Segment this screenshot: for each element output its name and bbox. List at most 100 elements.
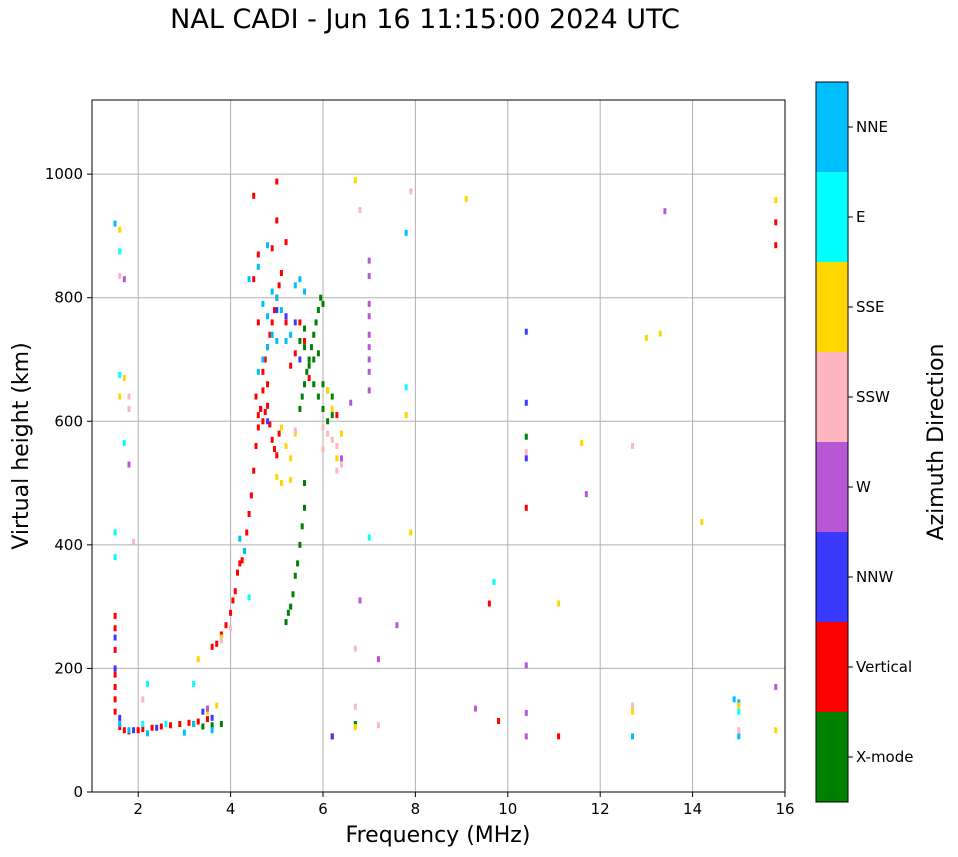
data-point (303, 381, 307, 388)
data-point (210, 727, 214, 734)
data-point (132, 727, 136, 734)
data-point (293, 282, 297, 289)
data-point (113, 671, 117, 678)
data-point (321, 424, 325, 431)
data-point (252, 192, 256, 199)
data-point (353, 724, 357, 731)
colorbar-tick-label: SSW (856, 388, 890, 406)
y-tick-label: 1000 (45, 165, 83, 183)
data-point (298, 319, 302, 326)
data-point (524, 733, 528, 740)
data-point (326, 387, 330, 394)
data-point (298, 356, 302, 363)
data-point (145, 730, 149, 737)
colorbar-label: Azimuth Direction (924, 343, 949, 540)
colorbar-border (815, 81, 849, 803)
data-point (252, 276, 256, 283)
colorbar-segment (816, 82, 848, 172)
data-point (487, 600, 491, 607)
data-point (557, 600, 561, 607)
data-point (118, 724, 122, 731)
data-point (492, 578, 496, 585)
data-point (242, 548, 246, 555)
data-point (376, 722, 380, 729)
data-point (353, 645, 357, 652)
data-point (279, 307, 283, 314)
data-point (298, 337, 302, 344)
data-point (774, 197, 778, 204)
data-point (187, 719, 191, 726)
data-point (367, 331, 371, 338)
data-point (307, 362, 311, 369)
data-point (266, 313, 270, 320)
data-point (266, 418, 270, 425)
data-point (127, 461, 131, 468)
colorbar-tick-label: SSE (856, 298, 885, 316)
data-point (261, 418, 265, 425)
data-point (524, 662, 528, 669)
data-point (497, 717, 501, 724)
colorbar-segment (816, 262, 848, 352)
data-point (298, 405, 302, 412)
y-tick-label: 200 (54, 659, 83, 677)
data-point (247, 594, 251, 601)
data-point (732, 696, 736, 703)
data-point (293, 430, 297, 437)
data-point (330, 436, 334, 443)
data-point (113, 646, 117, 653)
data-point (219, 631, 223, 638)
data-point (155, 724, 159, 731)
colorbar: X-mode Vertical NNW W SSW SSE E NNE (815, 81, 913, 803)
data-point (275, 473, 279, 480)
colorbar-segment (816, 712, 848, 802)
y-axis: 0 200 400 600 800 1000 (45, 165, 92, 801)
data-point (367, 356, 371, 363)
data-point (309, 344, 313, 351)
y-tick-label: 800 (54, 289, 83, 307)
data-point (150, 724, 154, 731)
data-point (303, 480, 307, 487)
data-point (145, 680, 149, 687)
data-point (284, 313, 288, 320)
data-point (261, 368, 265, 375)
data-point (644, 334, 648, 341)
data-point (261, 356, 265, 363)
data-point (631, 443, 635, 449)
data-point (303, 344, 307, 351)
data-point (254, 443, 258, 449)
data-point (298, 276, 302, 283)
data-point (261, 387, 265, 394)
data-point (256, 424, 260, 431)
data-point (206, 705, 209, 712)
data-point (141, 725, 145, 732)
data-point (524, 709, 528, 716)
data-point (335, 443, 339, 449)
data-point (277, 430, 281, 437)
data-point (206, 716, 209, 723)
data-point (326, 418, 330, 425)
data-point (307, 375, 311, 382)
data-point (349, 399, 353, 406)
data-point (279, 480, 283, 487)
data-point (245, 529, 249, 536)
data-point (367, 534, 371, 541)
data-point (113, 696, 117, 703)
series-nnw (113, 307, 528, 740)
data-point (196, 718, 200, 725)
data-point (118, 721, 122, 728)
data-point (330, 405, 334, 412)
data-point (279, 424, 283, 431)
data-points (113, 177, 778, 740)
data-point (321, 446, 325, 453)
x-tick-label: 6 (318, 800, 328, 818)
series-w (122, 208, 778, 740)
data-point (367, 257, 371, 264)
data-point (524, 449, 528, 456)
data-point (215, 640, 219, 647)
data-point (164, 721, 168, 728)
data-point (404, 412, 408, 419)
data-point (272, 446, 276, 453)
data-point (127, 727, 131, 734)
data-point (266, 381, 270, 388)
